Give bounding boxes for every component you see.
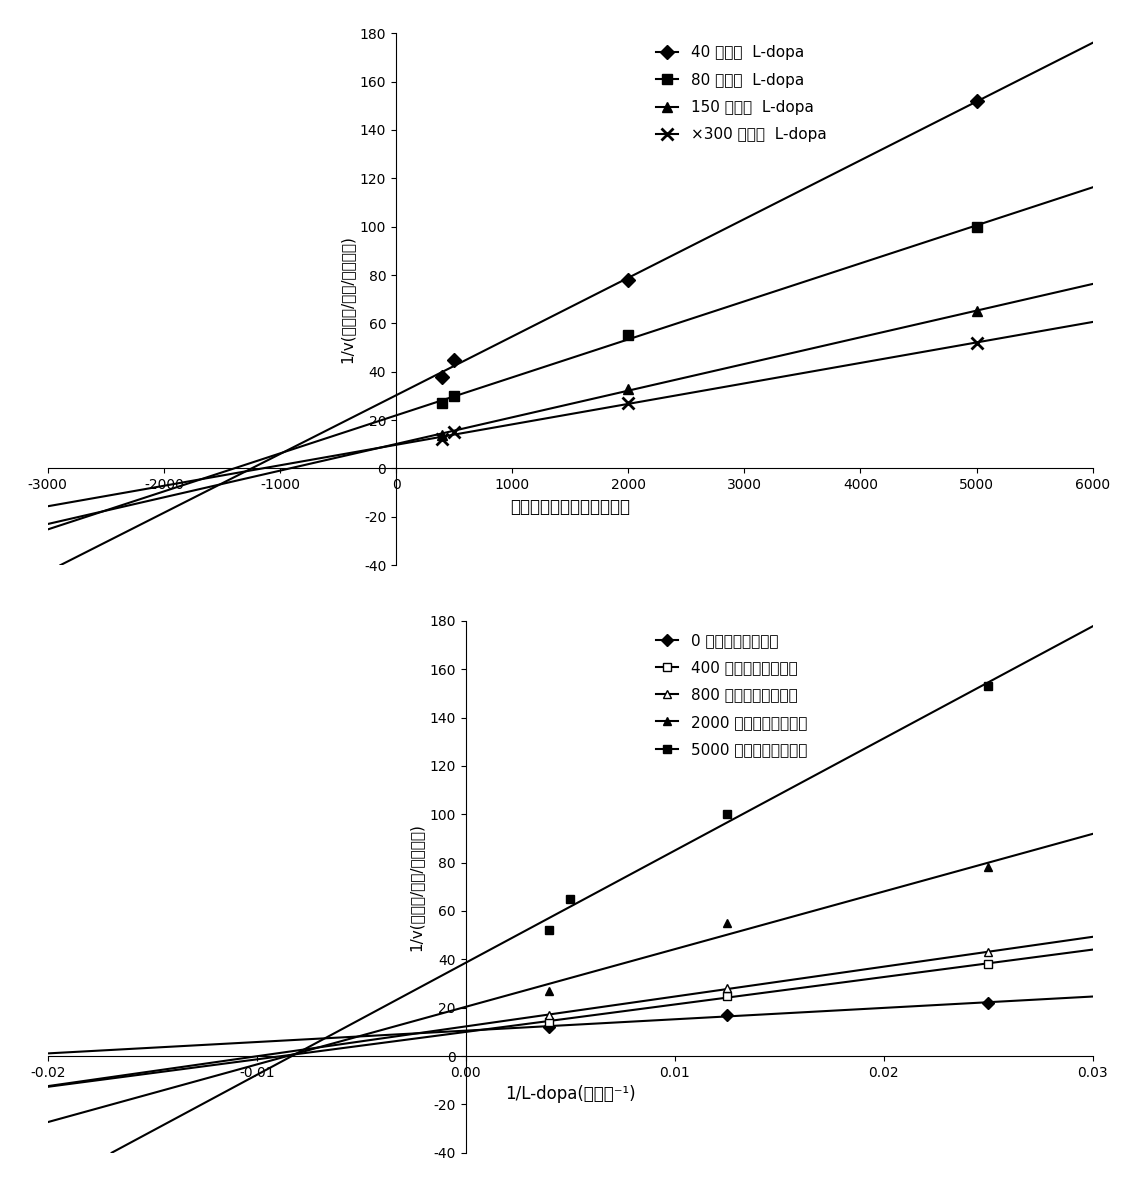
- Legend: 40 微摩尔  L-dopa, 80 微摩尔  L-dopa, 150 微摩尔  L-dopa, ×300 微摩尔  L-dopa: 40 微摩尔 L-dopa, 80 微摩尔 L-dopa, 150 微摩尔 L-…: [651, 40, 831, 146]
- Y-axis label: 1/v(微摩尔/分钟/毫克蛋白): 1/v(微摩尔/分钟/毫克蛋白): [409, 823, 424, 951]
- Y-axis label: 1/v(微摩尔/分钟/毫克蛋白): 1/v(微摩尔/分钟/毫克蛋白): [339, 235, 354, 363]
- X-axis label: 1/L-dopa(微摩尔⁻¹): 1/L-dopa(微摩尔⁻¹): [505, 1086, 635, 1103]
- X-axis label: 二氢杨梅素浓度（纳摩尔）: 二氢杨梅素浓度（纳摩尔）: [510, 498, 630, 516]
- Legend: 0 纳摩尔二氢杨梅素, 400 纳摩尔二氢杨梅素, 800 纳摩尔二氢杨梅素, 2000 纳摩尔二氢杨梅素, 5000 纳摩尔二氢杨梅素: 0 纳摩尔二氢杨梅素, 400 纳摩尔二氢杨梅素, 800 纳摩尔二氢杨梅素, …: [651, 629, 811, 761]
